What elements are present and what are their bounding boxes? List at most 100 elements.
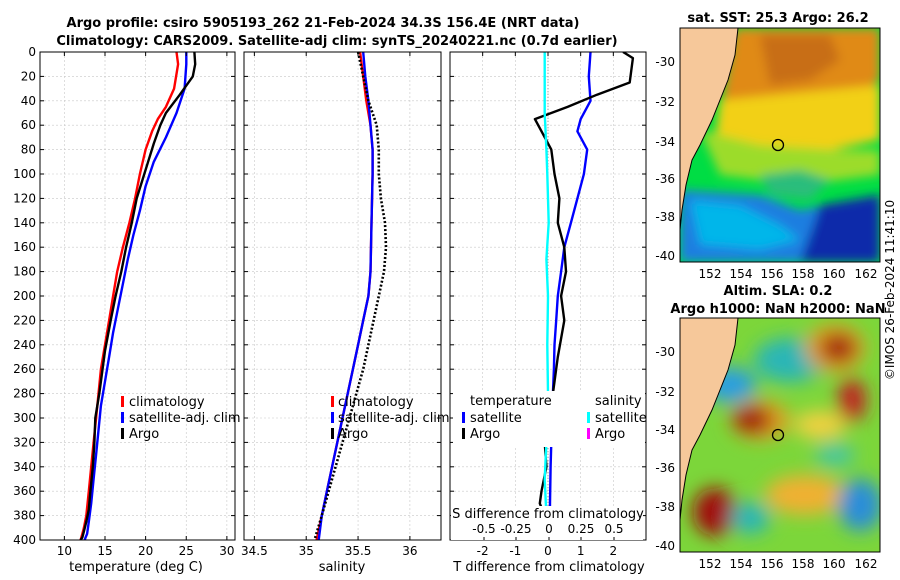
figure-title-line1: Argo profile: csiro 5905193_262 21-Feb-2… (67, 16, 580, 31)
sla-blue-eddy-2 (838, 479, 880, 531)
lon-tick-label: 152 (699, 267, 722, 281)
y-tick-label: 200 (13, 289, 36, 303)
sst-coastline (680, 28, 739, 231)
lat-tick-label: -38 (655, 500, 675, 514)
y-tick-label: 400 (13, 533, 36, 547)
sla-yellow-region (794, 411, 846, 439)
legend-marker-climatology (331, 396, 334, 407)
y-tick-label: 40 (21, 94, 36, 108)
legend-marker-argo (331, 428, 334, 439)
y-tick-label: 300 (13, 411, 36, 425)
lat-tick-label: -40 (655, 249, 675, 263)
sla-map-axes: -30 -32 -34 -36 -38 -40 152 154 156 158 … (655, 345, 877, 571)
copyright-timestamp: ©IMOS 26-Feb-2024 11:41:10 (883, 200, 897, 380)
x-tick-label: 1 (577, 544, 585, 558)
s-tick-label: 0.25 (568, 522, 595, 536)
sst-cyan-region (690, 200, 800, 250)
salinity-legend: climatology satellite-adj. clim Argo (331, 395, 450, 442)
lon-tick-label: 162 (855, 557, 878, 571)
legend-label-climatology: climatology (338, 395, 414, 410)
y-tick-label: 260 (13, 362, 36, 376)
sla-cool-eddy-2 (730, 502, 770, 534)
legend-label-satellite: satellite-adj. clim (338, 411, 450, 426)
series-group (79, 52, 197, 540)
sla-warm-eddy-4 (693, 488, 737, 536)
x-tick-label: 35.5 (345, 544, 372, 558)
legend-title-temperature: temperature (470, 394, 552, 409)
lat-tick-label: -34 (655, 135, 675, 149)
legend-marker-temp-satellite (462, 412, 465, 423)
lon-tick-label: 158 (792, 557, 815, 571)
series-line-climatology (79, 52, 180, 540)
legend-label-temp-satellite: satellite (470, 411, 522, 426)
y-tick-label: 100 (13, 167, 36, 181)
s-tick-label: 0.5 (604, 522, 623, 536)
y-tick-label: 360 (13, 484, 36, 498)
sst-yellow-band (715, 85, 880, 150)
x-tick-label: 0 (544, 544, 552, 558)
legend-background (453, 391, 645, 447)
sst-land (680, 28, 738, 230)
legend-marker-satellite (331, 412, 334, 423)
legend-label-sal-argo: Argo (595, 427, 625, 442)
difference-profile-panel: -2 -1 0 1 2 (449, 51, 647, 558)
figure-title-line2: Climatology: CARS2009. Satellite-adj cli… (56, 34, 617, 49)
x-tick-label: 35 (299, 544, 314, 558)
lat-tick-label: -38 (655, 210, 675, 224)
lon-tick-label: 158 (792, 267, 815, 281)
legend-label-temp-argo: Argo (470, 427, 500, 442)
s-tick-label: -0.25 (500, 522, 531, 536)
sst-eddy (760, 170, 830, 200)
series-group (313, 52, 388, 540)
y-tick-label: 60 (21, 118, 36, 132)
sla-teal-region (815, 443, 855, 467)
y-tick-label: 180 (13, 265, 36, 279)
y-tick-label: 140 (13, 216, 36, 230)
sla-warm-eddy-2 (838, 378, 866, 422)
temperature-profile-panel: 10 15 20 25 30020406080100120140160180200220… (13, 45, 236, 558)
sst-argo-location-marker (771, 138, 785, 152)
lon-tick-label: 152 (699, 557, 722, 571)
lon-tick-label: 156 (761, 267, 784, 281)
lat-tick-label: -34 (655, 423, 675, 437)
lon-tick-label: 160 (823, 557, 846, 571)
difference-xlabel: T difference from climatology (452, 560, 645, 575)
x-tick-label: 36 (402, 544, 417, 558)
sla-warm-eddy (820, 334, 856, 362)
lon-tick-label: 154 (730, 267, 753, 281)
salinity-difference-axis: S difference from climatology -0.5 -0.25… (451, 506, 644, 540)
x-tick-label: -2 (477, 544, 489, 558)
sla-map-title-line2: Argo h1000: NaN h2000: NaN (670, 302, 885, 317)
series-line-temperature-argo (533, 52, 635, 540)
sst-map-frame (679, 27, 881, 263)
legend-marker-argo (121, 428, 124, 439)
y-tick-label: 380 (13, 509, 36, 523)
legend-marker-satellite (121, 412, 124, 423)
lon-tick-label: 156 (761, 557, 784, 571)
lon-tick-label: 154 (730, 557, 753, 571)
legend-marker-sal-argo (587, 428, 590, 439)
s-tick-label: 0 (545, 522, 553, 536)
lat-tick-label: -32 (655, 385, 675, 399)
difference-legend: temperature satellite Argo salinity sate… (453, 391, 647, 447)
sla-map (680, 318, 880, 552)
sla-map-title-line1: Altim. SLA: 0.2 (724, 284, 833, 299)
s-tick-label: -0.5 (472, 522, 495, 536)
sst-map-axes: -30 -32 -34 -36 -38 -40 152 154 156 158 … (655, 55, 877, 281)
x-tick-label: 15 (97, 544, 112, 558)
y-tick-label: 280 (13, 387, 36, 401)
y-tick-label: 120 (13, 191, 36, 205)
y-tick-label: 20 (21, 69, 36, 83)
lat-tick-label: -36 (655, 461, 675, 475)
gridlines (40, 51, 235, 541)
y-tick-label: 340 (13, 460, 36, 474)
x-tick-label: 30 (219, 544, 234, 558)
x-tick-label: 10 (57, 544, 72, 558)
salinity-profile-panel: 34.5 35 35.5 36 (241, 51, 442, 558)
sst-map (680, 28, 880, 262)
salinity-axis-background (451, 506, 643, 540)
sla-land (680, 318, 738, 520)
sst-map-title: sat. SST: 25.3 Argo: 26.2 (687, 11, 868, 26)
y-tick-label: 320 (13, 435, 36, 449)
